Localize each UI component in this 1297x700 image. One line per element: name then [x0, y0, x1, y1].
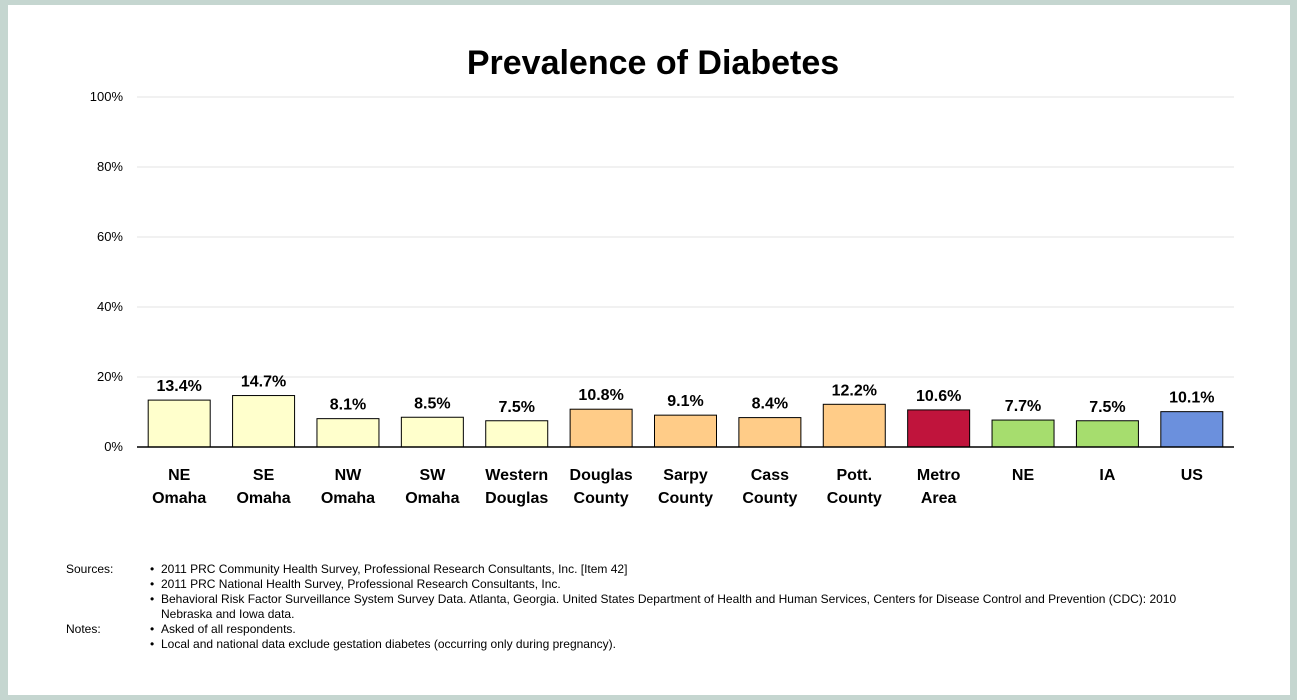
bar	[400, 416, 464, 448]
data-label: 14.7%	[241, 374, 286, 391]
x-tick-label: US	[1181, 467, 1204, 484]
x-tick-label: NE	[1012, 467, 1035, 484]
x-tick-label: Pott. County	[827, 467, 882, 507]
sources-label: Sources:	[66, 562, 114, 576]
source-item: • 2011 PRC National Health Survey, Profes…	[150, 577, 561, 591]
bar	[569, 408, 633, 448]
y-tick-label: 20%	[97, 369, 123, 384]
note-item: • Local and national data exclude gestati…	[150, 637, 616, 651]
y-tick-label: 100%	[90, 89, 124, 104]
y-tick-label: 60%	[97, 229, 123, 244]
x-tick-label: NW Omaha	[321, 467, 375, 507]
bar	[991, 419, 1055, 448]
data-label: 9.1%	[667, 393, 703, 410]
data-label: 8.5%	[414, 395, 450, 412]
bar	[316, 418, 380, 448]
x-tick-label: Western Douglas	[485, 467, 548, 507]
data-label: 7.5%	[498, 399, 534, 416]
y-tick-label: 40%	[97, 299, 123, 314]
data-label: 10.8%	[578, 387, 623, 404]
x-tick-label: Metro Area	[917, 467, 961, 507]
data-label: 10.1%	[1169, 390, 1214, 407]
x-tick-label: SW Omaha	[405, 467, 459, 507]
x-tick-label: IA	[1099, 467, 1115, 484]
bar	[907, 409, 971, 448]
bar	[654, 414, 717, 448]
x-tick-label: Douglas County	[570, 467, 633, 507]
bar	[822, 403, 886, 448]
data-label: 7.5%	[1089, 399, 1125, 416]
notes-label: Notes:	[66, 622, 101, 636]
data-label: 8.4%	[752, 396, 788, 413]
bar-chart: 0% 20% 40% 60% 80% 100% 13.4% NE Omaha 14.7% SE Oma…	[90, 89, 1234, 507]
bar	[147, 399, 211, 448]
bar	[1075, 420, 1139, 448]
data-label: 7.7%	[1005, 398, 1041, 415]
bar	[232, 395, 296, 448]
bar	[1160, 411, 1224, 448]
data-label: 12.2%	[832, 382, 877, 399]
bar	[485, 420, 549, 448]
data-label: 13.4%	[157, 378, 202, 395]
x-tick-label: NE Omaha	[152, 467, 206, 507]
chart-frame	[8, 5, 1290, 695]
sources-block: Sources: • 2011 PRC Community Health Surv…	[66, 562, 1196, 622]
source-item: • Behavioral Risk Factor Surveillance Sys…	[150, 592, 1177, 621]
chart-title: Prevalence of Diabetes	[466, 44, 840, 82]
x-tick-label: Cass County	[742, 467, 797, 507]
x-tick-label: SE Omaha	[236, 467, 290, 507]
y-tick-label: 80%	[97, 159, 123, 174]
note-item: • Asked of all respondents.	[150, 622, 296, 636]
data-label: 10.6%	[916, 388, 961, 405]
x-tick-label: Sarpy County	[658, 467, 713, 507]
y-tick-label: 0%	[104, 439, 123, 454]
footnotes: Sources: • 2011 PRC Community Health Surv…	[66, 562, 1196, 652]
bar	[738, 417, 802, 448]
data-label: 8.1%	[330, 397, 366, 414]
source-item: • 2011 PRC Community Health Survey, Profe…	[150, 562, 628, 576]
notes-block: Notes: • Asked of all respondents. • Local…	[66, 622, 1196, 652]
